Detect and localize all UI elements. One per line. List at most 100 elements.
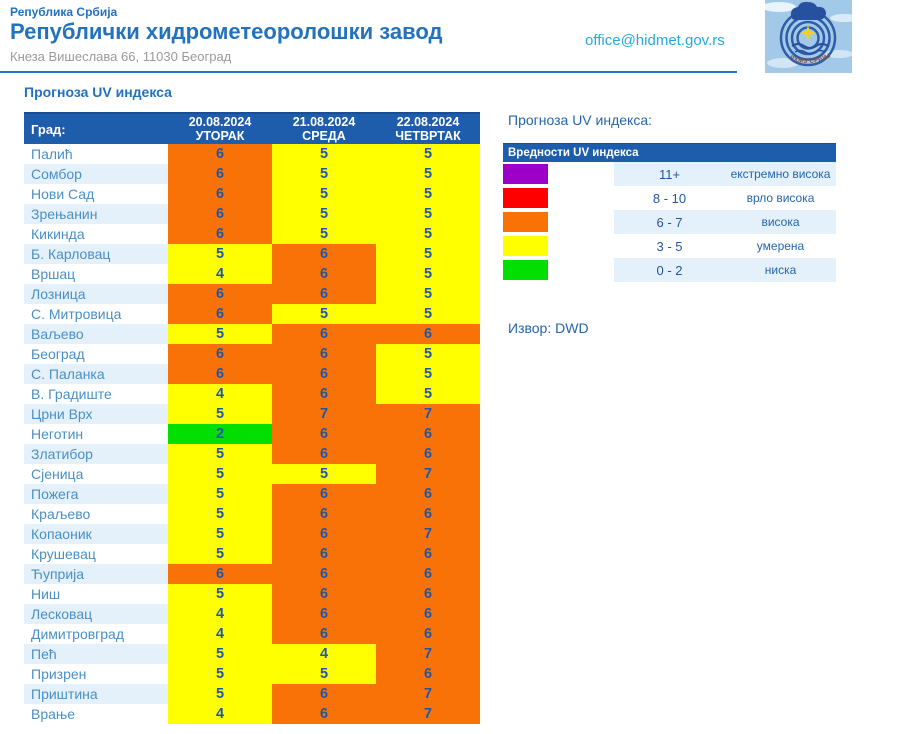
city-name: Копаоник	[24, 524, 168, 544]
table-row: Зрењанин 6 5 5	[24, 204, 480, 224]
uv-value-cell: 5	[272, 464, 376, 484]
email-link[interactable]: office@hidmet.gov.rs	[585, 32, 725, 49]
uv-value-cell: 5	[168, 444, 272, 464]
uv-value-cell: 6	[376, 544, 480, 564]
uv-value-cell: 6	[376, 444, 480, 464]
uv-value-cell: 6	[272, 344, 376, 364]
uv-value-cell: 6	[376, 424, 480, 444]
legend-title: Прогноза UV индекса:	[508, 112, 652, 128]
city-column-header: Град:	[24, 112, 168, 144]
table-row: С. Паланка 6 6 5	[24, 364, 480, 384]
table-row: Неготин 2 6 6	[24, 424, 480, 444]
table-row: Палић 6 5 5	[24, 144, 480, 164]
uv-value-cell: 5	[168, 484, 272, 504]
table-row: Кикинда 6 5 5	[24, 224, 480, 244]
uv-value-cell: 4	[168, 384, 272, 404]
city-name: Ваљево	[24, 324, 168, 344]
uv-value-cell: 5	[168, 464, 272, 484]
city-name: Димитровград	[24, 624, 168, 644]
uv-value-cell: 5	[168, 524, 272, 544]
city-name: Зрењанин	[24, 204, 168, 224]
legend-row: 3 - 5 умерена	[503, 234, 836, 258]
legend-row: 0 - 2 ниска	[503, 258, 836, 282]
uv-value-cell: 5	[168, 664, 272, 684]
uv-value-cell: 6	[272, 584, 376, 604]
rhmz-logo[interactable]: РХМЗ СРБИЈЕ	[762, 0, 860, 73]
uv-value-cell: 5	[272, 164, 376, 184]
uv-value-cell: 6	[272, 284, 376, 304]
city-name: Краљево	[24, 504, 168, 524]
table-row: Црни Врх 5 7 7	[24, 404, 480, 424]
legend-label: умерена	[756, 239, 805, 253]
uv-value-cell: 6	[272, 504, 376, 524]
uv-value-cell: 5	[376, 224, 480, 244]
uv-value-cell: 6	[376, 324, 480, 344]
table-row: Призрен 5 5 6	[24, 664, 480, 684]
legend-range: 8 - 10	[652, 190, 687, 206]
uv-value-cell: 6	[272, 424, 376, 444]
legend-row: 8 - 10 врло висока	[503, 186, 836, 210]
uv-value-cell: 7	[272, 404, 376, 424]
city-name: Неготин	[24, 424, 168, 444]
table-row: Пожега 5 6 6	[24, 484, 480, 504]
legend-swatch-cell	[503, 234, 614, 258]
table-row: С. Митровица 6 5 5	[24, 304, 480, 324]
legend-swatch-cell	[503, 258, 614, 282]
uv-value-cell: 6	[168, 204, 272, 224]
date-column-header-1: 20.08.2024 УТОРАК	[168, 112, 272, 144]
table-row: В. Градиште 4 6 5	[24, 384, 480, 404]
table-row: Приштина 5 6 7	[24, 684, 480, 704]
uv-legend-table: Вредности UV индекса 11+ екстремно висока…	[503, 143, 836, 282]
uv-value-cell: 6	[168, 344, 272, 364]
org-address: Кнеза Вишеслава 66, 11030 Београд	[10, 49, 232, 64]
city-name: С. Паланка	[24, 364, 168, 384]
uv-value-cell: 6	[168, 144, 272, 164]
table-row: Врање 4 6 7	[24, 704, 480, 724]
table-row: Копаоник 5 6 7	[24, 524, 480, 544]
legend-header-row: Вредности UV индекса	[503, 143, 836, 162]
uv-value-cell: 6	[272, 604, 376, 624]
legend-swatch-cell	[503, 210, 614, 234]
city-name: С. Митровица	[24, 304, 168, 324]
legend-color-swatch	[503, 260, 548, 280]
table-row: Нови Сад 6 5 5	[24, 184, 480, 204]
uv-value-cell: 5	[168, 544, 272, 564]
uv-value-cell: 6	[168, 284, 272, 304]
uv-value-cell: 6	[272, 484, 376, 504]
uv-value-cell: 6	[376, 504, 480, 524]
city-name: Б. Карловац	[24, 244, 168, 264]
uv-value-cell: 7	[376, 684, 480, 704]
uv-value-cell: 6	[376, 664, 480, 684]
table-row: Сомбор 6 5 5	[24, 164, 480, 184]
uv-value-cell: 6	[376, 584, 480, 604]
uv-value-cell: 5	[272, 204, 376, 224]
uv-value-cell: 6	[168, 224, 272, 244]
legend-row: 11+ екстремно висока	[503, 162, 836, 186]
rhmz-logo-image: РХМЗ СРБИЈЕ	[762, 0, 860, 73]
table-row: Б. Карловац 5 6 5	[24, 244, 480, 264]
uv-value-cell: 5	[376, 144, 480, 164]
header-divider	[0, 71, 737, 73]
table-row: Сјеница 5 5 7	[24, 464, 480, 484]
city-name: Београд	[24, 344, 168, 364]
uv-value-cell: 5	[168, 244, 272, 264]
uv-value-cell: 6	[168, 184, 272, 204]
city-name: Нови Сад	[24, 184, 168, 204]
table-row: Краљево 5 6 6	[24, 504, 480, 524]
uv-value-cell: 6	[168, 564, 272, 584]
city-name: Призрен	[24, 664, 168, 684]
legend-color-swatch	[503, 164, 548, 184]
table-row: Лесковац 4 6 6	[24, 604, 480, 624]
city-name: Врање	[24, 704, 168, 724]
uv-value-cell: 4	[168, 624, 272, 644]
uv-value-cell: 5	[376, 364, 480, 384]
city-name: Сомбор	[24, 164, 168, 184]
uv-value-cell: 6	[272, 324, 376, 344]
uv-value-cell: 7	[376, 524, 480, 544]
city-name: Ниш	[24, 584, 168, 604]
uv-value-cell: 6	[272, 364, 376, 384]
city-name: Пећ	[24, 644, 168, 664]
table-row: Златибор 5 6 6	[24, 444, 480, 464]
table-row: Пећ 5 4 7	[24, 644, 480, 664]
city-name: Кикинда	[24, 224, 168, 244]
